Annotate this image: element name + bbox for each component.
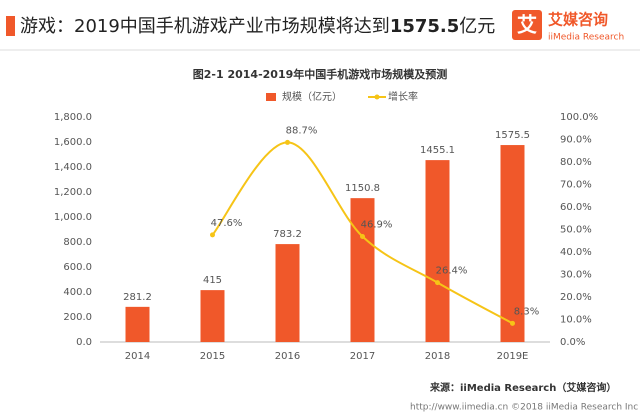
- bar: [125, 306, 150, 342]
- logo-icon: 艾: [517, 13, 537, 37]
- headline-prefix: 游戏：2019中国手机游戏产业市场规模将达到: [20, 16, 390, 37]
- headline-suffix: 亿元: [459, 16, 495, 37]
- growth-point: [360, 233, 365, 239]
- growth-point: [435, 280, 440, 286]
- y2-tick-label: 30.0%: [560, 270, 592, 281]
- bar-value-label: 783.2: [273, 229, 302, 240]
- y2-tick-label: 100.0%: [560, 112, 598, 123]
- growth-point: [285, 139, 290, 145]
- y-tick-label: 600.0: [63, 262, 92, 273]
- logo-name: 艾媒咨询: [548, 11, 608, 29]
- y2-tick-label: 50.0%: [560, 225, 592, 236]
- bar: [200, 290, 225, 342]
- bar: [425, 160, 450, 342]
- growth-line: [211, 141, 513, 325]
- bar-value-label: 281.2: [123, 292, 152, 303]
- growth-point: [510, 320, 515, 326]
- bar-value-label: 1150.8: [345, 183, 380, 194]
- growth-value-label: 47.6%: [211, 218, 243, 229]
- growth-value-label: 26.4%: [436, 266, 468, 277]
- x-tick-label: 2014: [125, 351, 150, 362]
- y-tick-label: 1,600.0: [54, 137, 92, 148]
- source: 来源：iiMedia Research（艾媒咨询）: [429, 381, 616, 394]
- y2-tick-label: 70.0%: [560, 180, 592, 191]
- x-tick-label: 2018: [425, 351, 450, 362]
- chart-title: 图2-1 2014-2019年中国手机游戏市场规模及预测: [193, 67, 448, 81]
- y2-tick-label: 60.0%: [560, 202, 592, 213]
- bar-value-label: 415: [203, 275, 222, 286]
- headline: 游戏：2019中国手机游戏产业市场规模将达到1575.5亿元: [20, 16, 495, 37]
- y2-tick-label: 10.0%: [560, 315, 592, 326]
- x-tick-label: 2016: [275, 351, 300, 362]
- growth-value-label: 88.7%: [286, 125, 318, 136]
- x-tick-label: 2019E: [497, 351, 529, 362]
- legend-label: 增长率: [388, 90, 418, 103]
- y-tick-label: 200.0: [63, 312, 92, 323]
- bar: [350, 198, 375, 342]
- y-tick-label: 1,800.0: [54, 112, 92, 123]
- legend-swatch-dot: [374, 94, 380, 100]
- legend-swatch: [266, 93, 276, 101]
- growth-point: [210, 232, 215, 238]
- title-bullet: [6, 16, 15, 36]
- footer: http://www.iimedia.cn ©2018 iiMedia Rese…: [410, 403, 638, 413]
- y-tick-label: 0.0: [76, 337, 92, 348]
- y2-tick-label: 20.0%: [560, 292, 592, 303]
- y-tick-label: 800.0: [63, 237, 92, 248]
- growth-value-label: 8.3%: [514, 306, 539, 317]
- y2-tick-label: 80.0%: [560, 157, 592, 168]
- y-tick-label: 1,400.0: [54, 162, 92, 173]
- logo-icon-bg: [512, 10, 542, 40]
- growth-value-label: 46.9%: [361, 219, 393, 230]
- x-tick-label: 2017: [350, 351, 375, 362]
- y2-tick-label: 90.0%: [560, 135, 592, 146]
- logo-sub: iiMedia Research: [548, 33, 624, 43]
- bar-value-label: 1575.5: [495, 130, 530, 141]
- bar: [275, 244, 300, 342]
- bar: [500, 145, 525, 342]
- bar-value-label: 1455.1: [420, 145, 455, 156]
- y-tick-label: 400.0: [63, 287, 92, 298]
- y2-tick-label: 0.0%: [560, 337, 585, 348]
- y2-tick-label: 40.0%: [560, 247, 592, 258]
- y-tick-label: 1,000.0: [54, 212, 92, 223]
- x-tick-label: 2015: [200, 351, 225, 362]
- legend-label: 规模（亿元）: [282, 90, 342, 103]
- y-tick-label: 1,200.0: [54, 187, 92, 198]
- headline-highlight: 1575.5: [390, 16, 459, 37]
